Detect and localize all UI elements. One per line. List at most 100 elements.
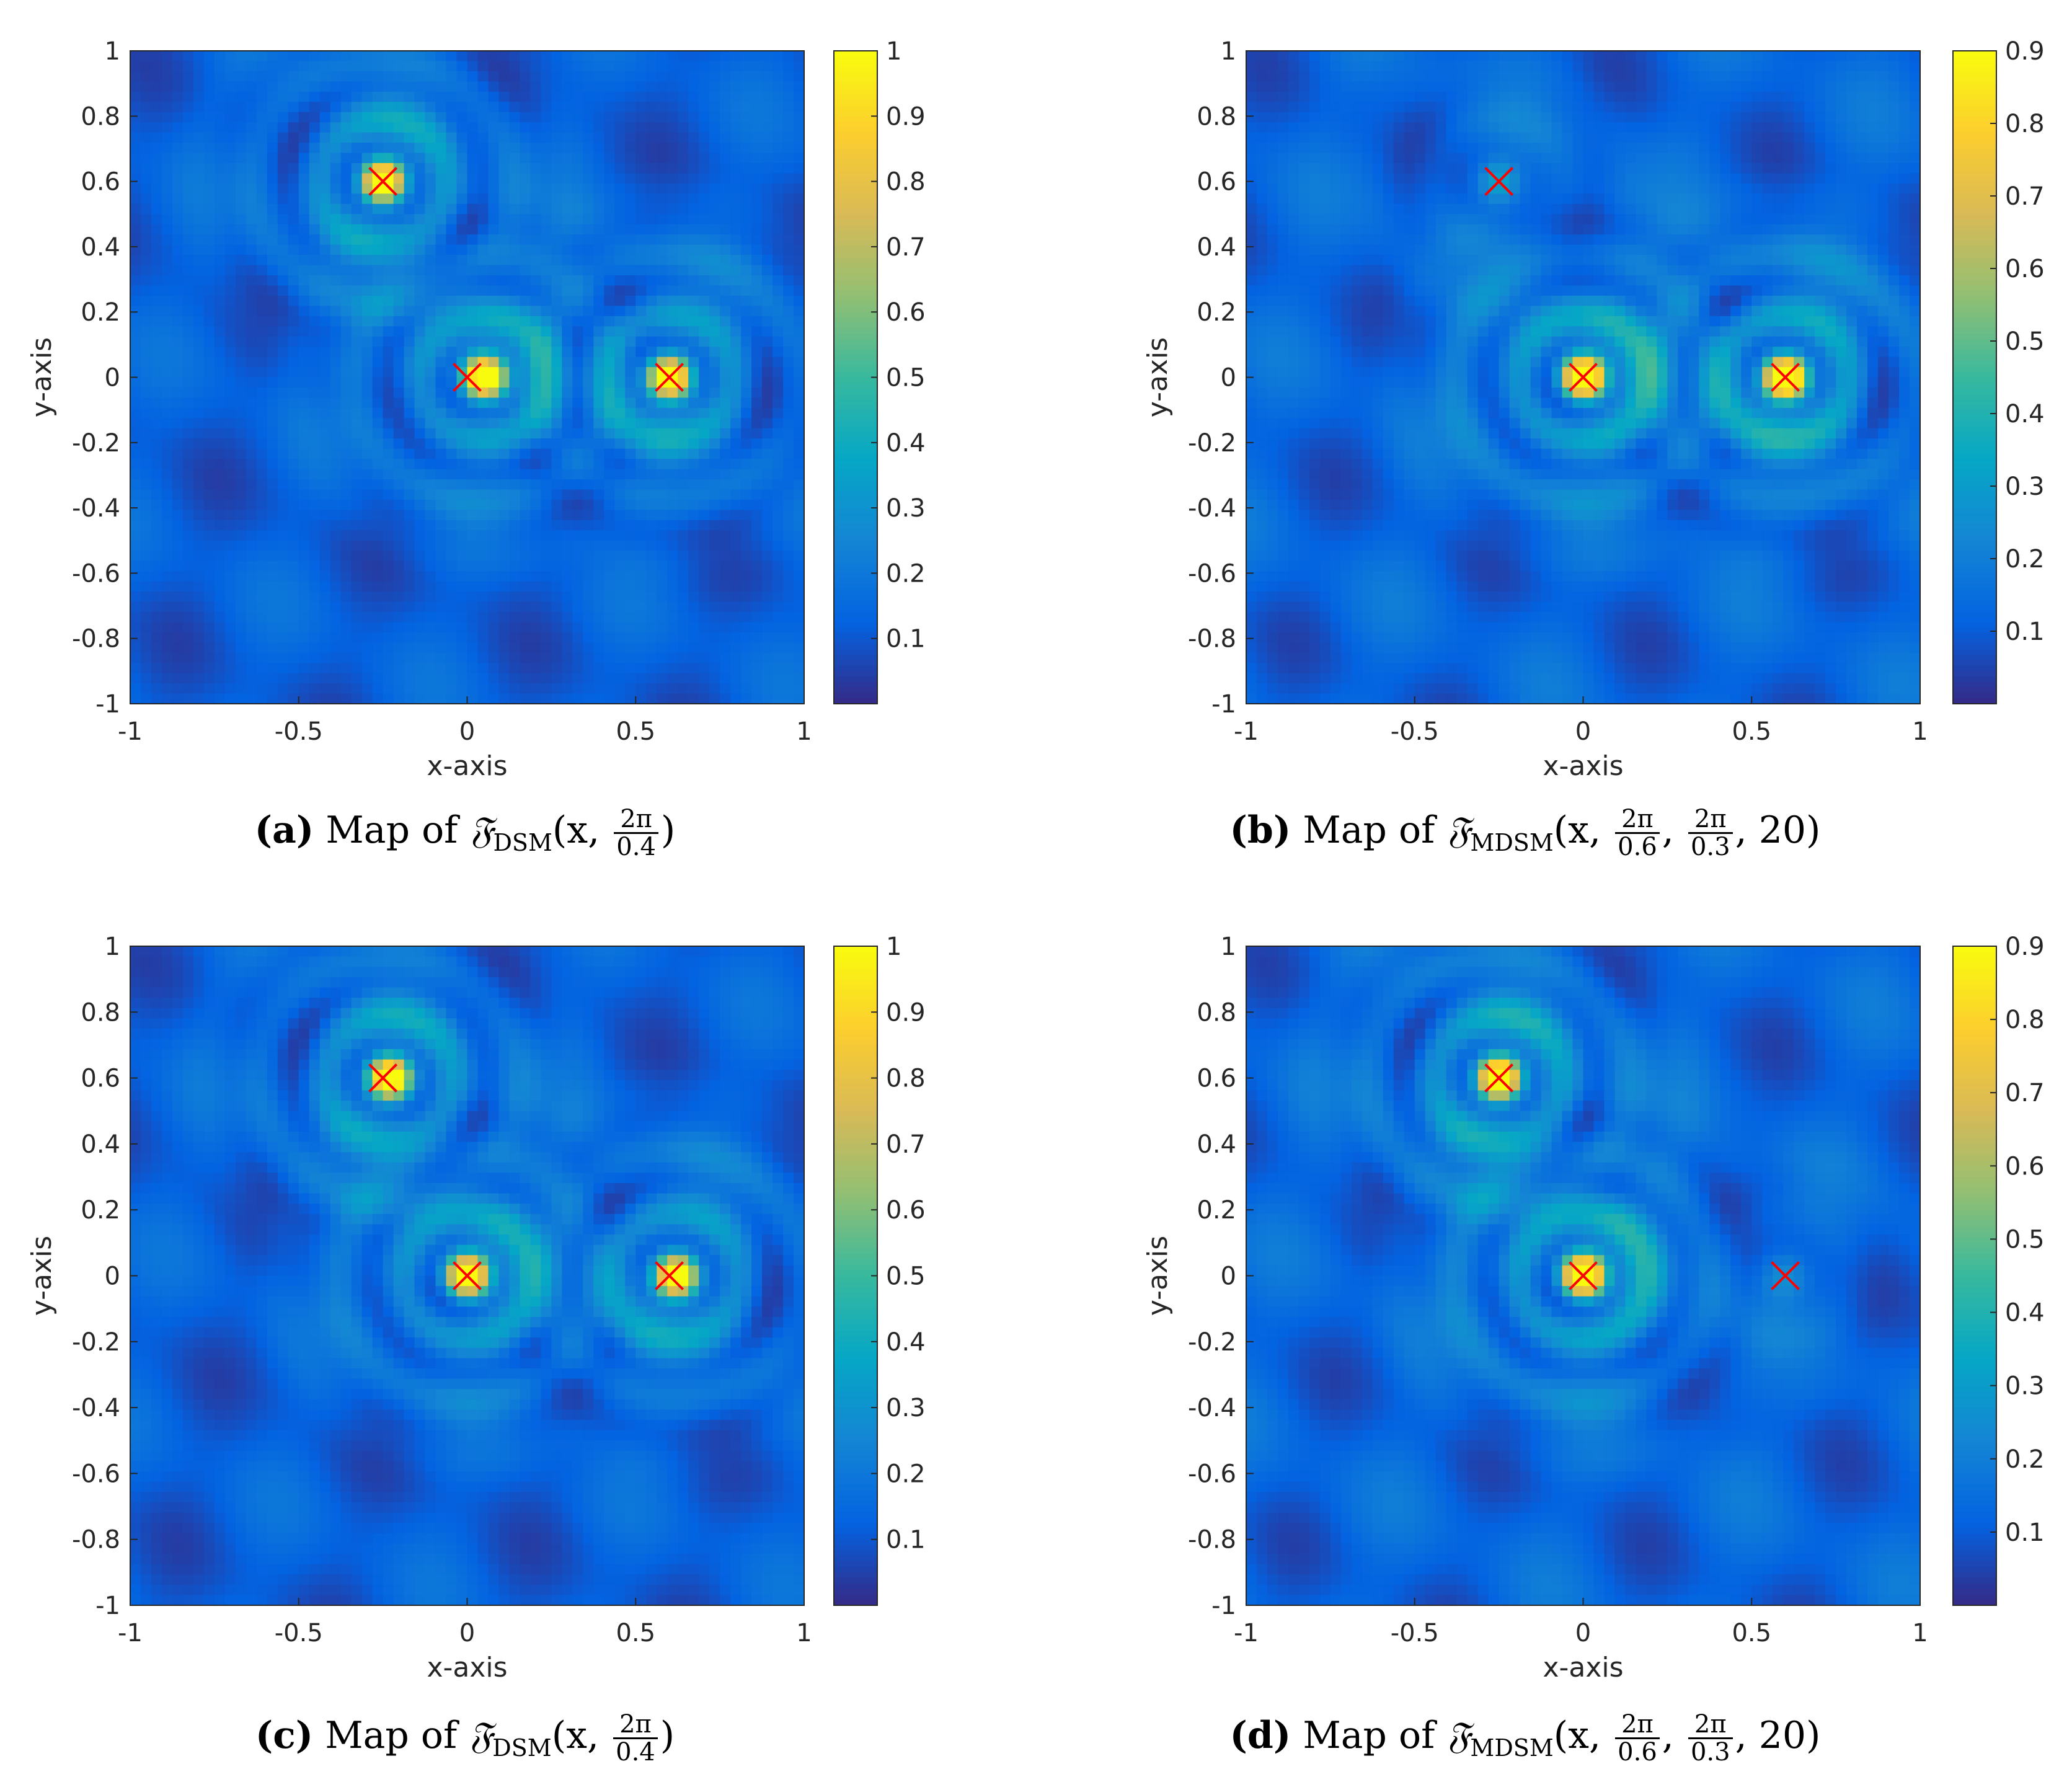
heatmap-cell — [267, 693, 278, 704]
heatmap-cell — [635, 81, 647, 92]
heatmap-cell — [720, 81, 731, 92]
heatmap-cell — [351, 448, 363, 459]
colorbar-swatch — [834, 562, 877, 569]
heatmap-cell — [667, 387, 678, 398]
heatmap-cell — [709, 122, 720, 133]
heatmap-cell — [678, 203, 689, 215]
heatmap-cell — [467, 438, 479, 450]
heatmap-cell — [224, 377, 236, 388]
heatmap-cell — [1256, 571, 1268, 582]
heatmap-cell — [520, 387, 531, 398]
heatmap-cell — [635, 571, 647, 582]
heatmap-cell — [1330, 112, 1342, 123]
heatmap-cell — [456, 622, 468, 633]
heatmap-cell — [203, 469, 215, 480]
heatmap-cell — [161, 592, 173, 603]
heatmap-cell — [1319, 592, 1331, 603]
heatmap-cell — [288, 203, 299, 215]
heatmap-cell — [562, 143, 573, 154]
heatmap-cell — [657, 71, 668, 82]
heatmap-cell — [235, 652, 247, 663]
heatmap-cell — [1330, 183, 1342, 194]
heatmap-cell — [161, 214, 173, 225]
heatmap-cell — [635, 275, 647, 286]
colorbar-swatch — [834, 132, 877, 139]
heatmap-cell — [593, 663, 604, 674]
heatmap-cell — [583, 459, 594, 470]
heatmap-cell — [709, 510, 720, 521]
heatmap-cell — [646, 540, 657, 551]
heatmap-cell — [1288, 683, 1299, 694]
heatmap-cell — [130, 173, 141, 184]
heatmap-cell — [224, 275, 236, 286]
heatmap-cell — [372, 592, 384, 603]
heatmap-cell — [1330, 387, 1342, 398]
heatmap-cell — [372, 540, 384, 551]
heatmap-cell — [794, 357, 805, 368]
colorbar-swatch — [834, 51, 877, 57]
heatmap-cell — [140, 520, 152, 531]
heatmap-cell — [172, 143, 184, 154]
heatmap-cell — [625, 459, 636, 470]
heatmap-cell — [1246, 561, 1257, 572]
heatmap-cell — [604, 102, 615, 113]
heatmap-cell — [309, 397, 321, 409]
heatmap-cell — [1309, 357, 1321, 368]
heatmap-cell — [309, 347, 321, 358]
heatmap-cell — [224, 234, 236, 246]
heatmap-cell — [783, 489, 794, 500]
heatmap-cell — [467, 581, 479, 592]
heatmap-cell — [667, 469, 678, 480]
heatmap-cell — [509, 418, 521, 429]
heatmap-cell — [182, 81, 194, 92]
heatmap-cell — [235, 632, 247, 643]
heatmap-cell — [699, 285, 710, 296]
heatmap-cell — [498, 306, 510, 317]
heatmap-cell — [1361, 173, 1373, 184]
heatmap-cell — [182, 357, 194, 368]
heatmap-cell — [1309, 295, 1321, 306]
heatmap-cell — [214, 622, 226, 633]
heatmap-cell — [140, 551, 152, 562]
heatmap-cell — [530, 81, 541, 92]
heatmap-cell — [541, 61, 552, 72]
heatmap-cell — [477, 622, 489, 633]
heatmap-cell — [319, 632, 331, 643]
heatmap-cell — [235, 601, 247, 613]
heatmap-cell — [657, 112, 668, 123]
heatmap-cell — [741, 102, 752, 113]
heatmap-cell — [203, 571, 215, 582]
heatmap-cell — [393, 499, 405, 510]
heatmap-cell — [425, 510, 436, 521]
heatmap-cell — [130, 601, 141, 613]
heatmap-cell — [214, 367, 226, 378]
heatmap-cell — [699, 438, 710, 450]
heatmap-cell — [1256, 255, 1268, 266]
heatmap-cell — [593, 592, 604, 603]
heatmap-cell — [520, 306, 531, 317]
heatmap-cell — [214, 377, 226, 388]
heatmap-cell — [593, 469, 604, 480]
heatmap-cell — [1298, 224, 1310, 235]
heatmap-cell — [762, 71, 773, 82]
heatmap-cell — [1277, 173, 1289, 184]
heatmap-cell — [446, 265, 458, 276]
heatmap-cell — [435, 367, 447, 378]
heatmap-cell — [214, 173, 226, 184]
heatmap-cell — [172, 387, 184, 398]
heatmap-cell — [1351, 224, 1363, 235]
heatmap-cell — [203, 397, 215, 409]
heatmap-cell — [309, 652, 321, 663]
heatmap-cell — [551, 173, 562, 184]
colorbar-swatch — [834, 268, 877, 275]
heatmap-cell — [1330, 520, 1342, 531]
heatmap-cell — [1288, 214, 1299, 225]
heatmap-cell — [783, 51, 794, 62]
heatmap-cell — [414, 663, 426, 674]
heatmap-cell — [509, 622, 521, 633]
heatmap-cell — [488, 162, 500, 174]
heatmap-cell — [709, 448, 720, 459]
heatmap-cell — [551, 214, 562, 225]
heatmap-cell — [319, 581, 331, 592]
heatmap-cell — [414, 347, 426, 358]
